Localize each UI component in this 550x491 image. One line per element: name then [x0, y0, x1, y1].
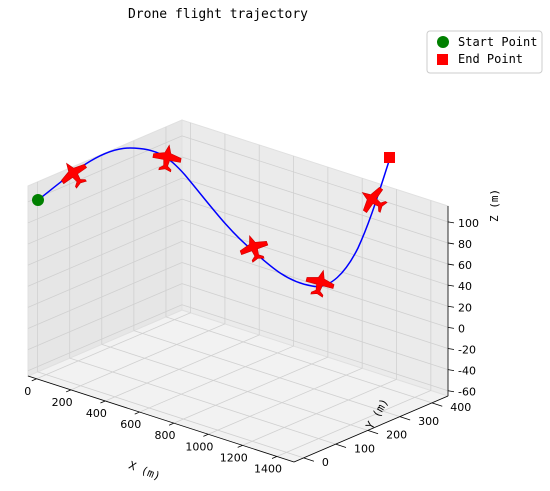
- x-tick-label: 0: [24, 385, 31, 398]
- x-tick-label: 1000: [185, 440, 213, 453]
- grid-line-x: [70, 323, 226, 391]
- x-tick: [237, 444, 243, 448]
- y-tick-label: 200: [386, 429, 407, 442]
- grid-line-x: [105, 334, 260, 402]
- grid-line-y: [101, 343, 368, 431]
- z-tick: [447, 284, 455, 287]
- x-axis-line: [27, 375, 295, 463]
- z-tick: [447, 221, 455, 224]
- grid-line-z: [181, 262, 449, 349]
- legend-end-marker: [437, 54, 448, 65]
- x-tick-label: 1200: [220, 451, 248, 464]
- y-axis-line: [293, 395, 449, 463]
- z-tick-label: 20: [458, 301, 472, 314]
- z-tick-label: 100: [458, 217, 479, 230]
- grid-line-x: [242, 378, 397, 446]
- y-tick: [367, 429, 379, 435]
- x-axis-label: X (m): [127, 459, 163, 483]
- z-tick-label: -40: [458, 365, 476, 378]
- grid-line-x: [276, 390, 431, 457]
- grid-line-y: [69, 357, 336, 445]
- y-tick: [431, 402, 443, 407]
- grid-lines: [27, 122, 449, 459]
- z-axis-label: Z (m): [488, 189, 501, 222]
- grid-line-z: [27, 304, 183, 372]
- z-tick: [447, 390, 455, 393]
- z-tick: [447, 326, 455, 329]
- x-tick: [168, 422, 175, 426]
- x-tick: [134, 411, 140, 415]
- x-tick-label: 400: [86, 407, 107, 420]
- grid-line-z: [181, 304, 449, 392]
- drone-marker: [152, 144, 182, 173]
- y-tick-label: 300: [418, 415, 439, 428]
- z-axis: -60 -40 -20 0 20 40 60 80 100: [447, 206, 479, 399]
- grid-line-x: [208, 367, 363, 435]
- z-tick-label: -20: [458, 344, 476, 357]
- x-tick-label: 200: [52, 396, 73, 409]
- grid-line-z: [27, 283, 183, 350]
- grid-line-z: [181, 135, 449, 223]
- grid-line-z: [181, 177, 449, 265]
- z-tick: [447, 263, 455, 266]
- x-tick: [65, 389, 72, 393]
- x-tick: [31, 378, 37, 382]
- drone-marker: [361, 187, 388, 214]
- grid-line-z: [27, 198, 183, 266]
- z-tick: [447, 305, 455, 308]
- z-tick: [447, 369, 455, 372]
- end-point-marker: [384, 152, 395, 163]
- grid-line-z: [181, 241, 449, 328]
- grid-line-y: [133, 330, 400, 418]
- grid-line-z: [181, 219, 449, 307]
- legend: Start Point End Point: [426, 30, 543, 74]
- grid-line-y: [165, 316, 433, 404]
- y-tick: [399, 416, 411, 421]
- grid-line-x: [36, 312, 191, 380]
- grid-line-z: [27, 156, 183, 224]
- y-tick: [303, 457, 315, 462]
- grid-line-z: [27, 262, 183, 329]
- z-tick: [447, 242, 455, 245]
- grid-line-x: [173, 356, 329, 424]
- x-tick: [271, 456, 277, 459]
- x-tick-label: 800: [155, 429, 176, 442]
- grid-line-z: [27, 219, 183, 287]
- legend-start-label: Start Point: [458, 35, 537, 49]
- y-tick-label: 400: [450, 401, 471, 414]
- grid-line-z: [27, 241, 183, 308]
- drone-markers: [61, 144, 388, 298]
- x-tick-label: 600: [120, 418, 141, 431]
- z-tick: [447, 348, 455, 350]
- x-tick: [203, 433, 209, 437]
- x-tick: [100, 400, 106, 404]
- legend-box: [426, 30, 543, 74]
- z-tick-label: 80: [458, 238, 472, 251]
- x-axis: 0 200 400 600 800 1000 1200 1400: [24, 375, 295, 476]
- grid-line-z: [27, 135, 183, 203]
- start-point-marker: [32, 194, 44, 206]
- y-tick-label: 0: [322, 456, 329, 469]
- drone-marker: [305, 269, 335, 298]
- z-tick-label: -60: [458, 386, 476, 399]
- x-tick-label: 1400: [254, 463, 282, 476]
- drone-marker: [239, 234, 269, 263]
- grid-line-y: [37, 371, 304, 459]
- grid-line-z: [27, 177, 183, 245]
- grid-line-z: [181, 283, 449, 370]
- drone-marker: [61, 162, 88, 189]
- grid-line-z: [181, 198, 449, 286]
- legend-start-marker: [437, 36, 449, 48]
- y-tick-label: 100: [354, 442, 375, 455]
- grid-line-z: [181, 156, 449, 244]
- grid-line-x: [139, 345, 294, 413]
- legend-end-label: End Point: [458, 52, 523, 66]
- y-tick: [335, 443, 347, 448]
- z-tick-label: 40: [458, 280, 472, 293]
- y-axis: 0 100 200 300 400: [293, 395, 471, 469]
- z-tick-label: 60: [458, 259, 472, 272]
- z-tick-label: 0: [458, 322, 465, 335]
- chart-title: Drone flight trajectory: [128, 7, 308, 22]
